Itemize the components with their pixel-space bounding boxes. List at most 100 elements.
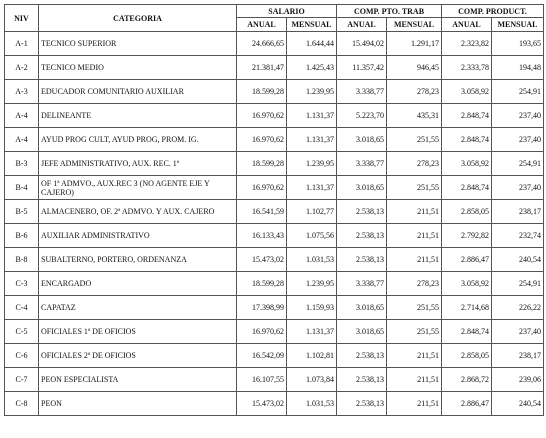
salario-anual-cell: 16.970,62 <box>236 127 287 152</box>
table-row: A-2 TECNICO MEDIO 21.381,47 1.425,43 11.357,… <box>4 55 544 80</box>
table-row: C-5 OFICIALES 1ª DE OFICIOS 16.970,62 1.131… <box>4 319 544 344</box>
pto-mensual-cell: 211,51 <box>386 343 442 368</box>
prod-mensual-cell: 194,48 <box>491 55 544 80</box>
prod-anual-cell: 2.848,74 <box>441 103 492 128</box>
pto-mensual-cell: 211,51 <box>386 247 442 272</box>
salario-anual-cell: 16.970,62 <box>236 103 287 128</box>
prod-mensual-cell: 240,54 <box>491 247 544 272</box>
salario-mensual-cell: 1.131,37 <box>286 319 337 344</box>
niv-cell: C-6 <box>4 343 39 368</box>
pto-mensual-cell: 211,51 <box>386 223 442 248</box>
niv-cell: B-6 <box>4 223 39 248</box>
salario-mensual-cell: 1.131,37 <box>286 175 337 200</box>
salario-mensual-cell: 1.644,44 <box>286 31 337 56</box>
table-row: B-4 OF 1ª ADMVO., AUX.REC 3 (NO AGENTE EJ… <box>4 175 544 200</box>
niv-cell: C-5 <box>4 319 39 344</box>
salary-table: NIV CATEGORIA SALARIO COMP. PTO. TRAB CO… <box>4 4 544 416</box>
table-body: A-1 TECNICO SUPERIOR 24.666,65 1.644,44 15.4… <box>4 31 544 416</box>
salario-mensual-cell: 1.239,95 <box>286 271 337 296</box>
pto-anual-cell: 2.538,13 <box>336 247 387 272</box>
niv-cell: B-8 <box>4 247 39 272</box>
niv-cell: C-8 <box>4 391 39 416</box>
prod-anual-cell: 2.858,05 <box>441 343 492 368</box>
pto-anual-cell: 15.494,02 <box>336 31 387 56</box>
categoria-cell: OFICIALES 1ª DE OFICIOS <box>38 319 237 344</box>
pto-mensual-cell: 251,55 <box>386 295 442 320</box>
niv-cell: A-4 <box>4 103 39 128</box>
header-categoria: CATEGORIA <box>38 4 237 32</box>
prod-anual-cell: 2.848,74 <box>441 319 492 344</box>
header-comp-product: COMP. PRODUCT. <box>441 4 544 18</box>
niv-cell: A-4 <box>4 127 39 152</box>
pto-mensual-cell: 251,55 <box>386 127 442 152</box>
salario-mensual-cell: 1.031,53 <box>286 391 337 416</box>
table-row: A-1 TECNICO SUPERIOR 24.666,65 1.644,44 15.4… <box>4 31 544 56</box>
pto-anual-cell: 3.338,77 <box>336 271 387 296</box>
pto-anual-cell: 11.357,42 <box>336 55 387 80</box>
prod-mensual-cell: 240,54 <box>491 391 544 416</box>
categoria-cell: SUBALTERNO, PORTERO, ORDENANZA <box>38 247 237 272</box>
categoria-cell: OFICIALES 2ª DE OFICIOS <box>38 343 237 368</box>
niv-cell: B-4 <box>4 175 39 200</box>
pto-anual-cell: 5.223,70 <box>336 103 387 128</box>
niv-cell: C-7 <box>4 367 39 392</box>
table-row: A-3 EDUCADOR COMUNITARIO AUXILIAR 18.599,2… <box>4 79 544 104</box>
prod-mensual-cell: 237,40 <box>491 103 544 128</box>
table-row: C-3 ENCARGADO 18.599,28 1.239,95 3.338,77 278… <box>4 271 544 296</box>
salario-anual-cell: 16.970,62 <box>236 319 287 344</box>
salario-anual-cell: 18.599,28 <box>236 79 287 104</box>
salario-anual-cell: 18.599,28 <box>236 271 287 296</box>
salario-anual-cell: 15.473,02 <box>236 391 287 416</box>
pto-mensual-cell: 1.291,17 <box>386 31 442 56</box>
header-pto-anual: ANUAL <box>336 17 387 32</box>
categoria-cell: ALMACENERO, OF. 2ª ADMVO. Y AUX. CAJERO <box>38 199 237 224</box>
pto-mensual-cell: 946,45 <box>386 55 442 80</box>
table-row: B-8 SUBALTERNO, PORTERO, ORDENANZA 15.473,… <box>4 247 544 272</box>
salario-anual-cell: 15.473,02 <box>236 247 287 272</box>
salary-table-container: NIV CATEGORIA SALARIO COMP. PTO. TRAB CO… <box>4 4 544 416</box>
categoria-cell: PEON <box>38 391 237 416</box>
pto-anual-cell: 3.018,65 <box>336 319 387 344</box>
header-salario-mensual: MENSUAL <box>286 17 337 32</box>
prod-anual-cell: 3.058,92 <box>441 151 492 176</box>
salario-mensual-cell: 1.073,84 <box>286 367 337 392</box>
pto-anual-cell: 2.538,13 <box>336 199 387 224</box>
table-row: B-5 ALMACENERO, OF. 2ª ADMVO. Y AUX. CAJE… <box>4 199 544 224</box>
salario-anual-cell: 21.381,47 <box>236 55 287 80</box>
salario-mensual-cell: 1.131,37 <box>286 103 337 128</box>
niv-cell: C-3 <box>4 271 39 296</box>
pto-anual-cell: 2.538,13 <box>336 343 387 368</box>
table-row: C-8 PEON 15.473,02 1.031,53 2.538,13 211,51 2.… <box>4 391 544 416</box>
pto-anual-cell: 2.538,13 <box>336 367 387 392</box>
pto-mensual-cell: 278,23 <box>386 79 442 104</box>
pto-mensual-cell: 211,51 <box>386 367 442 392</box>
salario-anual-cell: 16.542,09 <box>236 343 287 368</box>
header-pto-mensual: MENSUAL <box>386 17 442 32</box>
prod-mensual-cell: 226,22 <box>491 295 544 320</box>
salario-anual-cell: 24.666,65 <box>236 31 287 56</box>
salario-mensual-cell: 1.075,56 <box>286 223 337 248</box>
pto-mensual-cell: 435,31 <box>386 103 442 128</box>
pto-anual-cell: 3.018,65 <box>336 295 387 320</box>
pto-anual-cell: 3.018,65 <box>336 127 387 152</box>
prod-anual-cell: 2.848,74 <box>441 127 492 152</box>
categoria-cell: ENCARGADO <box>38 271 237 296</box>
categoria-cell: AUXILIAR ADMINISTRATIVO <box>38 223 237 248</box>
salario-mensual-cell: 1.159,93 <box>286 295 337 320</box>
prod-anual-cell: 3.058,92 <box>441 271 492 296</box>
table-row: A-4 DELINEANTE 16.970,62 1.131,37 5.223,70 43… <box>4 103 544 128</box>
pto-mensual-cell: 211,51 <box>386 199 442 224</box>
prod-mensual-cell: 237,40 <box>491 175 544 200</box>
niv-cell: A-3 <box>4 79 39 104</box>
salario-anual-cell: 16.541,59 <box>236 199 287 224</box>
categoria-cell: EDUCADOR COMUNITARIO AUXILIAR <box>38 79 237 104</box>
header-salario-anual: ANUAL <box>236 17 287 32</box>
pto-mensual-cell: 278,23 <box>386 271 442 296</box>
prod-anual-cell: 2.848,74 <box>441 175 492 200</box>
categoria-cell: CAPATAZ <box>38 295 237 320</box>
pto-anual-cell: 3.338,77 <box>336 151 387 176</box>
prod-mensual-cell: 254,91 <box>491 271 544 296</box>
pto-anual-cell: 2.538,13 <box>336 223 387 248</box>
salario-mensual-cell: 1.102,81 <box>286 343 337 368</box>
prod-anual-cell: 2.792,82 <box>441 223 492 248</box>
